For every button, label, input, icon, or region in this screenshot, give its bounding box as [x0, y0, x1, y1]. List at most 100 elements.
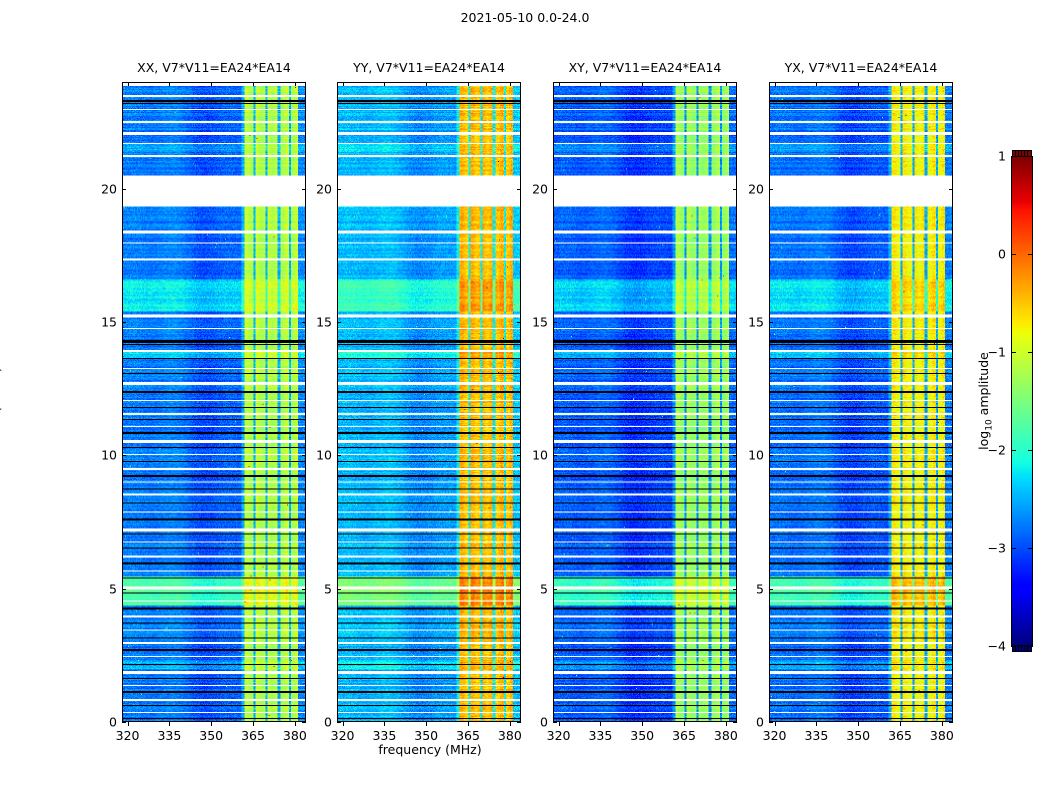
x-tick-mark — [684, 722, 686, 726]
x-tick-mark — [858, 722, 860, 726]
colorbar-extend-hatch-low — [1024, 646, 1025, 651]
y-tick-label: 15 — [316, 314, 332, 330]
colorbar-extend-hatch-low — [1015, 646, 1016, 651]
x-tick-mark-top — [684, 82, 686, 86]
y-tick-mark-right — [949, 455, 953, 457]
y-tick-label: 15 — [532, 314, 548, 330]
x-tick-mark — [294, 722, 296, 726]
x-tick-mark — [509, 722, 511, 726]
y-tick-mark-right — [733, 322, 737, 323]
y-tick-mark — [337, 588, 341, 590]
x-tick-label: 320 — [330, 728, 355, 743]
x-tick-label: 350 — [414, 728, 439, 743]
colorbar-extend-high — [1012, 150, 1032, 156]
x-tick-label: 365 — [888, 728, 912, 743]
y-tick-mark — [553, 455, 557, 457]
colorbar-tick-mark-right — [1028, 548, 1033, 549]
colorbar-gradient — [1012, 157, 1032, 645]
x-tick-mark — [342, 722, 344, 726]
y-tick-mark-right — [517, 455, 521, 457]
panel-yx[interactable] — [769, 82, 953, 722]
y-tick-mark — [122, 322, 126, 323]
colorbar-extend-low — [1012, 646, 1032, 652]
y-tick-mark — [337, 322, 341, 323]
y-tick-mark — [122, 588, 126, 590]
colorbar-tick-mark — [1011, 450, 1016, 451]
colorbar-tick-label: 1 — [998, 148, 1006, 164]
x-tick-label: 380 — [497, 728, 522, 743]
waterfall-image-yx — [770, 83, 952, 721]
y-tick-label: 20 — [748, 181, 764, 197]
colorbar-tick-mark-right — [1028, 254, 1033, 255]
colorbar[interactable] — [1011, 156, 1033, 646]
x-tick-mark — [127, 722, 129, 726]
y-tick-mark-right — [517, 588, 521, 590]
y-tick-label: 5 — [324, 581, 332, 597]
panel-xx[interactable] — [122, 82, 306, 722]
x-tick-mark-top — [642, 82, 644, 86]
x-tick-label: 365 — [672, 728, 696, 743]
y-tick-mark — [337, 722, 341, 723]
x-tick-mark — [774, 722, 776, 726]
y-tick-label: 10 — [316, 447, 332, 463]
x-tick-mark — [384, 722, 386, 726]
y-tick-mark-right — [302, 722, 306, 723]
x-tick-mark-top — [253, 82, 255, 86]
x-tick-mark-top — [816, 82, 818, 86]
panel-yy[interactable] — [337, 82, 521, 722]
colorbar-tick-label: 0 — [998, 246, 1006, 262]
panel-xy[interactable] — [553, 82, 737, 722]
y-tick-label: 10 — [532, 447, 548, 463]
y-tick-label: 20 — [532, 181, 548, 197]
x-tick-label: 335 — [588, 728, 613, 743]
y-tick-label: 10 — [101, 447, 117, 463]
y-tick-mark — [769, 322, 773, 323]
x-tick-mark-top — [468, 82, 470, 86]
x-tick-mark-top — [127, 82, 129, 86]
y-tick-label: 0 — [756, 714, 764, 730]
x-tick-label: 380 — [929, 728, 954, 743]
y-tick-mark — [553, 722, 557, 723]
colorbar-tick-mark-right — [1028, 646, 1033, 647]
x-tick-mark — [211, 722, 213, 726]
y-tick-label: 5 — [540, 581, 548, 597]
x-tick-label: 380 — [282, 728, 307, 743]
x-tick-mark — [816, 722, 818, 726]
x-tick-mark — [900, 722, 902, 726]
y-tick-label: 15 — [101, 314, 117, 330]
x-tick-mark-top — [900, 82, 902, 86]
x-tick-label: 365 — [241, 728, 265, 743]
x-tick-mark — [642, 722, 644, 726]
x-tick-mark-top — [294, 82, 296, 86]
x-tick-mark-top — [384, 82, 386, 86]
x-tick-mark-top — [342, 82, 344, 86]
y-tick-label: 0 — [324, 714, 332, 730]
colorbar-tick-mark — [1011, 646, 1016, 647]
x-tick-mark-top — [941, 82, 943, 86]
y-tick-mark — [553, 322, 557, 323]
y-tick-mark-right — [733, 455, 737, 457]
x-tick-mark-top — [725, 82, 727, 86]
y-tick-mark — [769, 188, 773, 190]
x-tick-label: 380 — [713, 728, 738, 743]
y-tick-mark-right — [949, 588, 953, 590]
y-tick-mark — [769, 588, 773, 590]
waterfall-image-yy — [338, 83, 520, 721]
y-tick-label: 15 — [748, 314, 764, 330]
waterfall-image-xy — [554, 83, 736, 721]
y-tick-mark — [122, 188, 126, 190]
colorbar-tick-mark-right — [1028, 352, 1033, 353]
y-tick-label: 5 — [756, 581, 764, 597]
x-tick-mark — [169, 722, 171, 726]
x-tick-mark-top — [558, 82, 560, 86]
x-axis-title: frequency (MHz) — [378, 742, 482, 757]
x-tick-mark-top — [426, 82, 428, 86]
y-tick-mark-right — [517, 322, 521, 323]
y-tick-mark — [337, 455, 341, 457]
x-tick-mark — [600, 722, 602, 726]
y-tick-label: 20 — [316, 181, 332, 197]
x-tick-mark — [253, 722, 255, 726]
colorbar-extend-hatch-high — [1015, 151, 1016, 156]
colorbar-extend-hatch-high — [1021, 151, 1022, 156]
